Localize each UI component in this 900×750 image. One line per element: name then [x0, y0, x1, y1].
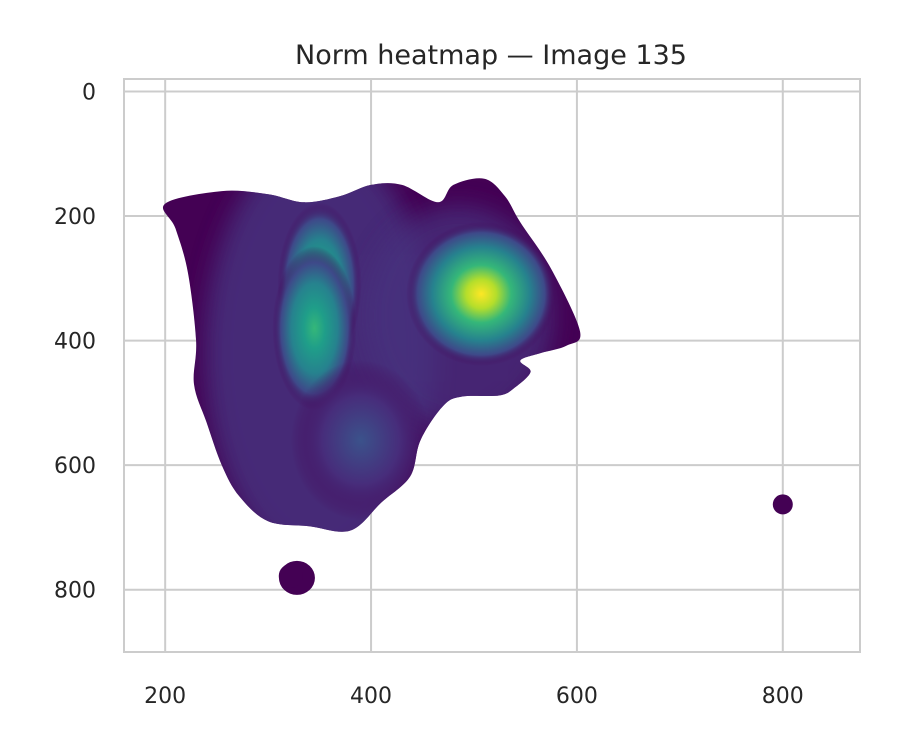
y-tick-label: 400: [54, 330, 96, 355]
chart-title: Norm heatmap — Image 135: [295, 40, 687, 71]
y-tick-label: 0: [82, 80, 96, 105]
density-region-dot: [772, 494, 793, 515]
density-layer: [162, 178, 793, 595]
density-region-small: [278, 564, 303, 589]
x-tick-label: 800: [762, 684, 804, 709]
density-peak: [290, 360, 431, 521]
density-peak: [406, 221, 557, 366]
y-tick-label: 200: [54, 205, 96, 230]
x-axis-ticks: 200 400 600 800: [144, 684, 804, 709]
y-tick-label: 800: [54, 579, 96, 604]
y-tick-label: 600: [54, 454, 96, 479]
y-axis-ticks: 0 200 400 600 800: [54, 80, 96, 603]
x-tick-label: 400: [350, 684, 392, 709]
x-tick-label: 200: [144, 684, 186, 709]
density-inner: [204, 178, 557, 532]
x-tick-label: 600: [556, 684, 598, 709]
